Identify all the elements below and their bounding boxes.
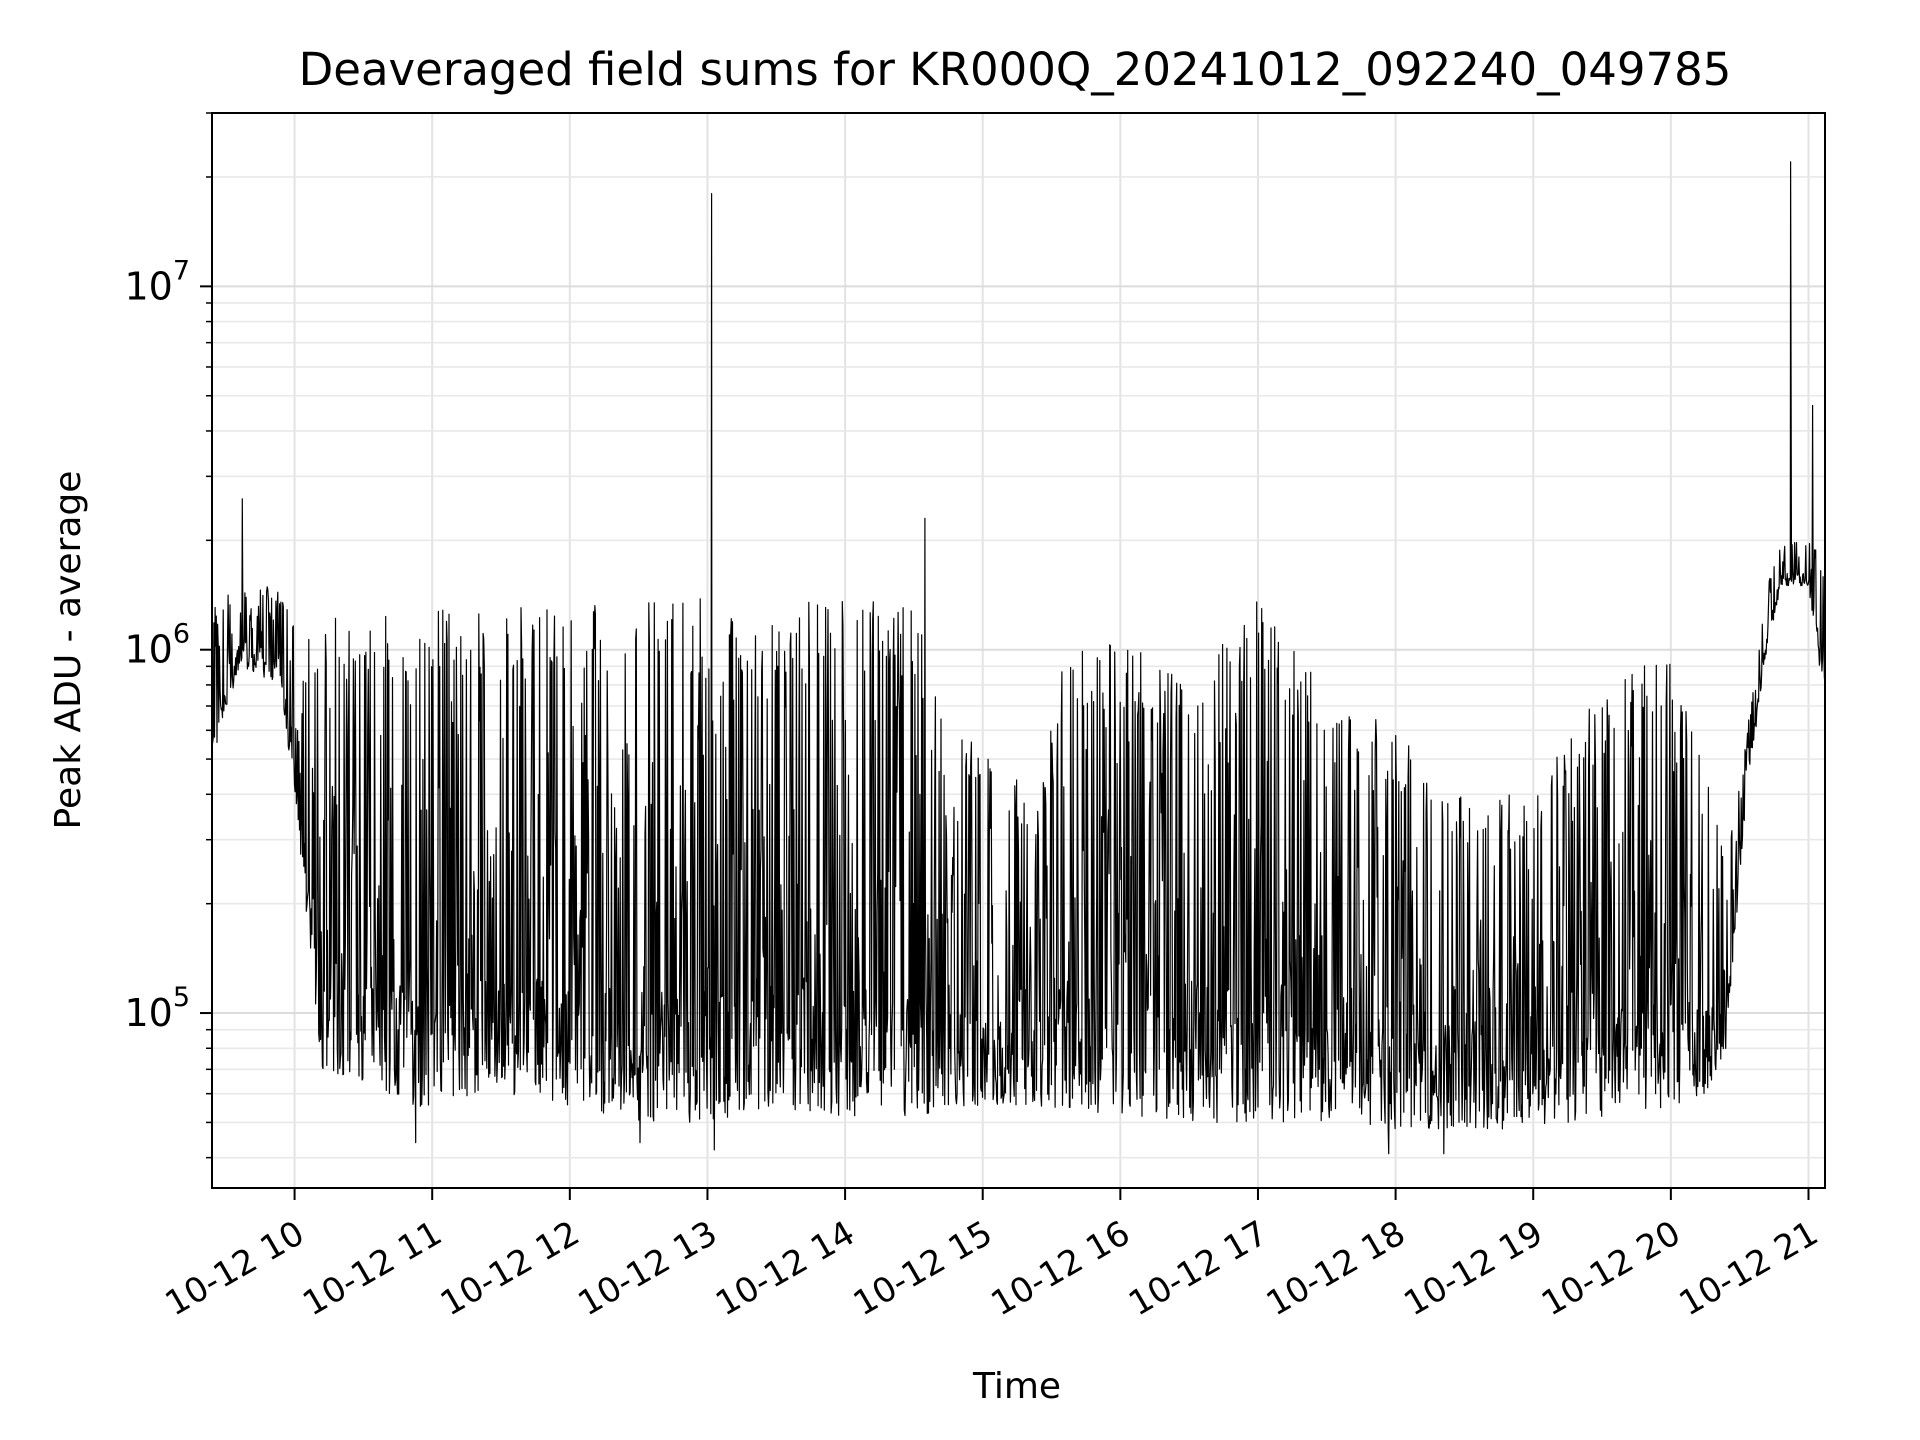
y-tick-base: 10 bbox=[124, 628, 172, 672]
y-tick-label: 106 bbox=[124, 619, 190, 672]
series-line bbox=[212, 161, 1825, 1155]
x-axis-label: Time bbox=[972, 1366, 1061, 1407]
y-tick-exponent: 5 bbox=[173, 982, 190, 1013]
y-tick-exponent: 6 bbox=[173, 619, 190, 650]
y-tick-label: 105 bbox=[124, 982, 190, 1035]
y-tick-label: 107 bbox=[124, 255, 190, 308]
y-tick-base: 10 bbox=[124, 264, 172, 308]
data-series bbox=[212, 161, 1825, 1155]
y-axis-label: Peak ADU - average bbox=[48, 471, 89, 830]
y-tick-exponent: 7 bbox=[173, 255, 190, 286]
y-tick-base: 10 bbox=[124, 991, 172, 1035]
chart-title: Deaveraged field sums for KR000Q_2024101… bbox=[299, 43, 1732, 96]
